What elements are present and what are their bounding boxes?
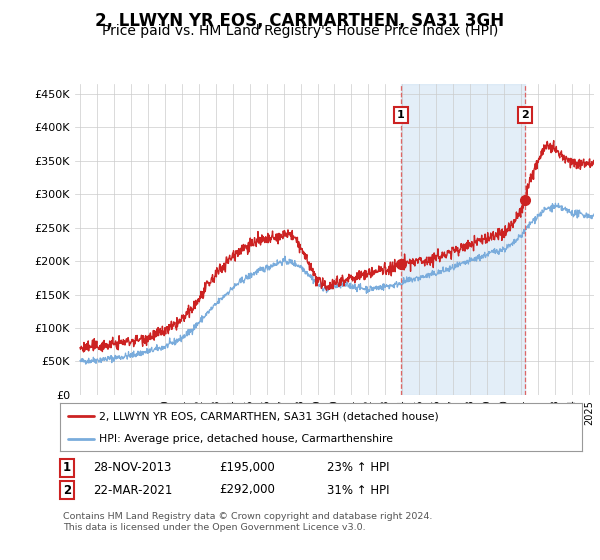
Text: 1: 1: [63, 461, 71, 474]
Text: 2, LLWYN YR EOS, CARMARTHEN, SA31 3GH: 2, LLWYN YR EOS, CARMARTHEN, SA31 3GH: [95, 12, 505, 30]
Text: 28-NOV-2013: 28-NOV-2013: [93, 461, 172, 474]
Text: 2, LLWYN YR EOS, CARMARTHEN, SA31 3GH (detached house): 2, LLWYN YR EOS, CARMARTHEN, SA31 3GH (d…: [99, 411, 439, 421]
Text: 2: 2: [63, 483, 71, 497]
Text: Contains HM Land Registry data © Crown copyright and database right 2024.
This d: Contains HM Land Registry data © Crown c…: [63, 512, 433, 532]
Text: 1: 1: [397, 110, 405, 120]
Text: 23% ↑ HPI: 23% ↑ HPI: [327, 461, 389, 474]
Text: 2: 2: [521, 110, 529, 120]
Text: £195,000: £195,000: [219, 461, 275, 474]
Text: HPI: Average price, detached house, Carmarthenshire: HPI: Average price, detached house, Carm…: [99, 434, 393, 444]
Text: 31% ↑ HPI: 31% ↑ HPI: [327, 483, 389, 497]
Text: £292,000: £292,000: [219, 483, 275, 497]
Bar: [401, 84, 525, 395]
Text: 22-MAR-2021: 22-MAR-2021: [93, 483, 172, 497]
Text: Price paid vs. HM Land Registry's House Price Index (HPI): Price paid vs. HM Land Registry's House …: [102, 24, 498, 38]
